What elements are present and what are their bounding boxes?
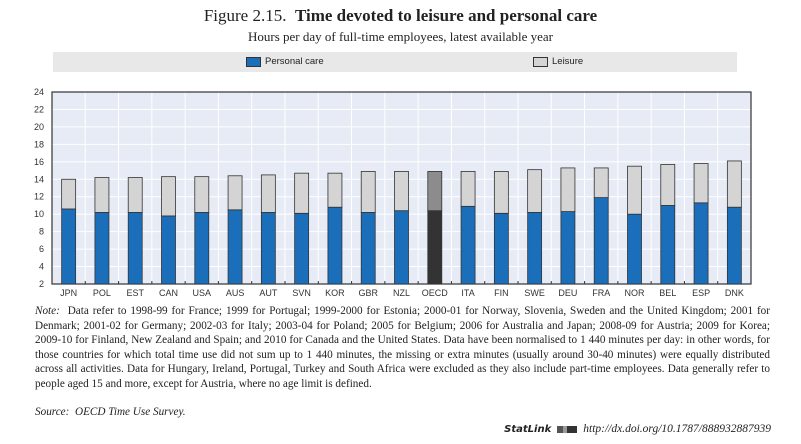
bar-leisure-aut bbox=[260, 174, 276, 213]
bar-personal-care-pol bbox=[94, 212, 110, 285]
bar-personal-care-bel bbox=[660, 205, 676, 285]
legend: Personal care Leisure bbox=[53, 52, 737, 72]
x-tick-label: POL bbox=[93, 288, 111, 298]
bar-leisure-kor bbox=[327, 172, 343, 208]
note-text: Data refer to 1998-99 for France; 1999 f… bbox=[35, 305, 770, 390]
x-tick-label: FIN bbox=[494, 288, 509, 298]
figure-label: Figure 2.15. bbox=[203, 6, 287, 25]
y-tick-label: 6 bbox=[39, 244, 44, 254]
y-tick-label: 8 bbox=[39, 227, 44, 237]
bar-personal-care-gbr bbox=[360, 212, 376, 285]
bar-personal-care-can bbox=[161, 215, 176, 285]
legend-item-personal-care: Personal care bbox=[246, 56, 324, 67]
bar-leisure-can bbox=[161, 176, 176, 217]
statlink-url[interactable]: http://dx.doi.org/10.1787/888932887939 bbox=[583, 423, 771, 435]
x-tick-label: GBR bbox=[358, 288, 378, 298]
x-tick-label: ITA bbox=[461, 288, 474, 298]
bar-personal-care-kor bbox=[327, 206, 343, 285]
x-tick-label: DNK bbox=[725, 288, 744, 298]
x-tick-label: DEU bbox=[558, 288, 577, 298]
figure-title: Figure 2.15. Time devoted to leisure and… bbox=[0, 6, 801, 26]
bar-personal-care-svn bbox=[294, 212, 310, 285]
bar-leisure-fin bbox=[493, 171, 509, 214]
bar-personal-care-usa bbox=[194, 212, 210, 285]
y-tick-label: 18 bbox=[34, 139, 44, 149]
bar-personal-care-swe bbox=[527, 212, 543, 285]
bar-leisure-jpn bbox=[61, 178, 77, 210]
bar-personal-care-deu bbox=[560, 211, 576, 285]
legend-swatch-leisure bbox=[533, 56, 548, 67]
source: Source: OECD Time Use Survey. bbox=[35, 406, 186, 418]
x-tick-label: NOR bbox=[625, 288, 646, 298]
x-tick-label: KOR bbox=[325, 288, 345, 298]
bar-personal-care-oecd bbox=[427, 210, 443, 285]
statlink-icon bbox=[557, 425, 578, 433]
y-tick-label: 4 bbox=[39, 262, 44, 272]
bar-personal-care-jpn bbox=[61, 208, 77, 285]
bar-leisure-dnk bbox=[726, 160, 742, 208]
x-tick-label: BEL bbox=[659, 288, 676, 298]
y-tick-label: 10 bbox=[34, 209, 44, 219]
bar-personal-care-nor bbox=[627, 213, 642, 285]
x-tick-label: ESP bbox=[692, 288, 710, 298]
bar-leisure-ita bbox=[460, 171, 476, 207]
source-text: OECD Time Use Survey. bbox=[74, 406, 186, 418]
bar-personal-care-aut bbox=[260, 212, 276, 285]
y-tick-label: 12 bbox=[34, 192, 44, 202]
legend-swatch-personal-care bbox=[246, 56, 261, 67]
bar-leisure-fra bbox=[593, 167, 609, 199]
y-tick-label: 20 bbox=[34, 122, 44, 132]
legend-label: Personal care bbox=[265, 56, 324, 67]
x-tick-label: AUS bbox=[226, 288, 245, 298]
x-tick-label: CAN bbox=[159, 288, 178, 298]
x-tick-label: EST bbox=[126, 288, 144, 298]
legend-item-leisure: Leisure bbox=[533, 56, 583, 67]
source-label: Source: bbox=[35, 406, 70, 418]
figure-title-text: Time devoted to leisure and personal car… bbox=[294, 6, 598, 25]
bar-personal-care-ita bbox=[460, 205, 476, 285]
bar-leisure-deu bbox=[560, 167, 576, 212]
x-tick-label: USA bbox=[193, 288, 212, 298]
bar-leisure-bel bbox=[660, 164, 676, 206]
y-tick-label: 24 bbox=[34, 87, 44, 97]
bar-leisure-pol bbox=[94, 177, 110, 213]
figure-subtitle: Hours per day of full-time employees, la… bbox=[247, 29, 554, 44]
bar-personal-care-fin bbox=[493, 212, 509, 285]
x-tick-label: JPN bbox=[60, 288, 77, 298]
bar-leisure-esp bbox=[693, 163, 709, 204]
legend-label: Leisure bbox=[552, 56, 584, 67]
x-tick-label: SVN bbox=[292, 288, 311, 298]
statlink-label: StatLink bbox=[504, 423, 552, 435]
x-tick-label: OECD bbox=[422, 288, 449, 298]
bar-leisure-usa bbox=[194, 176, 210, 213]
bar-personal-care-fra bbox=[593, 197, 609, 285]
bar-leisure-oecd bbox=[427, 171, 443, 212]
note-label: Note: bbox=[35, 305, 60, 317]
bar-personal-care-esp bbox=[693, 202, 709, 285]
x-tick-label: AUT bbox=[259, 288, 278, 298]
x-tick-label: NZL bbox=[393, 288, 410, 298]
y-tick-label: 2 bbox=[39, 279, 44, 289]
bar-leisure-aus bbox=[227, 175, 243, 211]
bar-leisure-svn bbox=[294, 172, 310, 214]
bar-leisure-nor bbox=[627, 165, 642, 215]
bar-personal-care-est bbox=[127, 212, 143, 285]
bar-leisure-gbr bbox=[360, 171, 376, 213]
bar-leisure-est bbox=[127, 177, 143, 213]
x-tick-label: SWE bbox=[524, 288, 545, 298]
bar-personal-care-nzl bbox=[394, 210, 409, 285]
statlink: StatLink http://dx.doi.org/10.1787/88893… bbox=[504, 423, 771, 435]
y-tick-label: 16 bbox=[34, 157, 44, 167]
bar-personal-care-dnk bbox=[726, 206, 742, 285]
bar-leisure-swe bbox=[527, 169, 543, 213]
bar-personal-care-aus bbox=[227, 209, 243, 285]
note: Note: Data refer to 1998-99 for France; … bbox=[35, 304, 770, 392]
y-tick-label: 14 bbox=[34, 174, 44, 184]
bar-leisure-nzl bbox=[394, 171, 409, 212]
x-tick-label: FRA bbox=[592, 288, 610, 298]
y-tick-label: 22 bbox=[34, 104, 44, 114]
